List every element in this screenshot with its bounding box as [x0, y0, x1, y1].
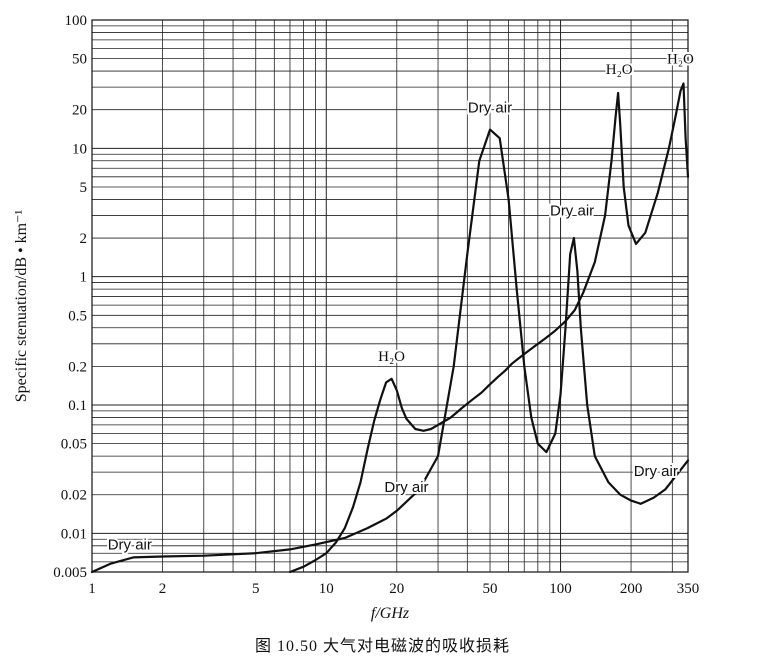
x-tick-label: 100 — [549, 581, 572, 597]
x-tick-label: 5 — [252, 581, 260, 597]
x-tick-label: 1 — [88, 581, 96, 597]
y-tick-label: 50 — [72, 52, 87, 68]
y-tick-label: 0.5 — [68, 308, 87, 324]
absorption-chart: 1 2 5 10 20 50 100 200 350 100 50 20 10 5 2 1 0.5 0.2 0.1… — [13, 13, 699, 622]
annotation-label: Dry air — [384, 479, 428, 496]
annotation-label: H₂O — [667, 51, 694, 67]
series-line-2 — [90, 128, 690, 574]
annotation-label: Dry air — [468, 100, 512, 117]
series-group — [90, 82, 690, 574]
y-tick-label: 1 — [80, 270, 88, 286]
y-tick-label: 5 — [80, 180, 88, 196]
y-tick-label: 0.01 — [61, 526, 87, 542]
y-tick-labels: 100 50 20 10 5 2 1 0.5 0.2 0.1 0.05 0.02 0.01 0.005 — [53, 13, 87, 581]
x-tick-label: 200 — [620, 581, 643, 597]
y-tick-label: 0.02 — [61, 488, 87, 504]
x-tick-label: 20 — [389, 581, 404, 597]
annotations: H₂O Dry air H₂O H₂O Dry air Dry air Dry air Dry… — [106, 49, 696, 555]
y-tick-label: 0.05 — [61, 437, 87, 453]
x-tick-label: 50 — [483, 581, 498, 597]
annotation-label: H₂O — [378, 349, 405, 365]
x-axis-label: f/GHz — [371, 605, 410, 622]
series-line-1 — [288, 82, 690, 574]
annotation-label: Dry air — [108, 536, 152, 553]
y-axis-label: Specific stenuation/dB • km⁻¹ — [13, 210, 30, 403]
grid — [92, 20, 688, 572]
x-tick-label: 350 — [677, 581, 700, 597]
x-tick-labels: 1 2 5 10 20 50 100 200 350 — [88, 581, 699, 597]
figure-caption: 图 10.50 大气对电磁波的吸收损耗 — [254, 638, 510, 655]
x-tick-label: 2 — [159, 581, 167, 597]
x-tick-label: 10 — [319, 581, 334, 597]
annotation-label: Dry air — [634, 463, 678, 480]
y-tick-label: 100 — [65, 13, 88, 29]
y-tick-label: 10 — [72, 141, 87, 157]
y-tick-label: 2 — [80, 231, 88, 247]
y-tick-label: 0.2 — [68, 359, 87, 375]
y-tick-label: 0.1 — [68, 398, 87, 414]
annotation-label: Dry air — [550, 202, 594, 219]
plot-frame — [91, 19, 689, 573]
annotation-label: H₂O — [606, 62, 633, 78]
y-tick-label: 0.005 — [53, 565, 87, 581]
y-tick-label: 20 — [72, 103, 87, 119]
